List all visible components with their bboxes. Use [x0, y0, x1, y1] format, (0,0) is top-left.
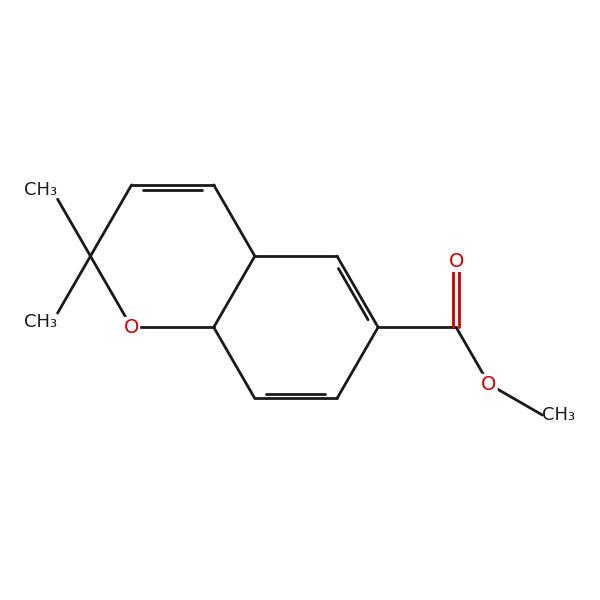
Text: O: O: [448, 252, 464, 271]
Text: CH₃: CH₃: [542, 406, 575, 424]
Text: O: O: [124, 318, 139, 337]
Text: CH₃: CH₃: [25, 181, 58, 199]
Text: CH₃: CH₃: [25, 313, 58, 331]
Text: O: O: [481, 375, 497, 394]
